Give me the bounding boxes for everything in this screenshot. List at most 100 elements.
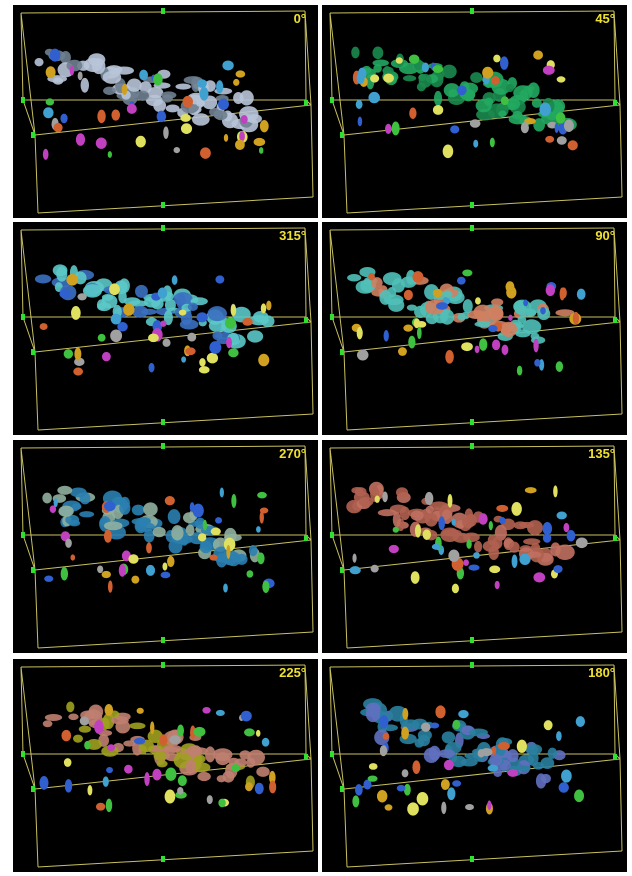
blob — [73, 368, 83, 376]
blob — [199, 358, 205, 367]
axis-marker — [304, 317, 308, 323]
blob — [352, 554, 356, 563]
blob — [505, 281, 514, 292]
blob — [104, 521, 122, 530]
axis-marker — [21, 314, 25, 320]
blob — [203, 520, 207, 531]
blob — [556, 112, 566, 123]
blob — [96, 137, 107, 148]
blob — [89, 704, 104, 719]
blob — [160, 321, 166, 327]
blob — [539, 102, 551, 116]
blob — [103, 776, 109, 787]
blob — [174, 147, 180, 153]
bounding-box — [330, 11, 622, 213]
blob — [372, 46, 383, 59]
blob — [77, 293, 86, 300]
blob — [257, 553, 264, 565]
blob — [148, 333, 159, 342]
angle-label: 45° — [595, 11, 615, 26]
blob — [106, 767, 113, 773]
blob — [491, 298, 503, 306]
blob — [111, 314, 122, 325]
blob — [442, 731, 455, 743]
blob — [417, 792, 429, 805]
blob — [435, 705, 445, 718]
blob — [519, 554, 530, 565]
blob — [137, 708, 144, 714]
blob — [352, 795, 359, 807]
blob — [425, 492, 434, 505]
blob — [377, 790, 387, 803]
blob — [102, 352, 111, 362]
bounding-box — [21, 228, 313, 430]
blob — [127, 104, 137, 114]
blob — [470, 119, 481, 128]
blob — [462, 269, 472, 276]
blob — [97, 110, 105, 124]
blob — [491, 746, 496, 755]
axis-marker — [161, 662, 165, 668]
blob — [457, 85, 467, 95]
blob — [53, 123, 62, 132]
blob — [527, 520, 543, 535]
blob — [256, 526, 261, 533]
blob — [244, 728, 255, 736]
blob — [498, 111, 506, 117]
blob — [475, 346, 480, 354]
blob — [463, 532, 480, 542]
blob — [139, 70, 148, 81]
blob — [79, 511, 94, 517]
blob — [469, 565, 480, 571]
blob — [496, 505, 508, 512]
blob — [546, 284, 555, 296]
bounding-box — [21, 446, 313, 648]
blob — [169, 539, 183, 554]
figure: 0°45°315°90°270°135°225°180° — [0, 0, 632, 876]
blob — [72, 503, 82, 509]
render — [322, 5, 627, 218]
blob — [132, 505, 145, 516]
blob — [397, 785, 406, 792]
blob — [45, 714, 62, 721]
blob — [415, 524, 421, 537]
blob — [351, 47, 359, 59]
blob — [553, 485, 558, 497]
blob — [58, 506, 73, 517]
blob — [448, 550, 459, 562]
blob — [103, 87, 116, 95]
blob — [556, 361, 563, 372]
axis-marker — [330, 97, 334, 103]
render-panel: 45° — [322, 5, 627, 218]
axis-marker — [31, 567, 35, 573]
blob — [96, 803, 105, 811]
blob — [463, 299, 473, 313]
axis-marker — [613, 535, 617, 541]
blob — [258, 354, 269, 367]
blob — [393, 527, 399, 533]
blob — [396, 57, 403, 63]
blob — [228, 348, 239, 357]
axis-marker — [21, 97, 25, 103]
axis-marker — [304, 754, 308, 760]
blob — [514, 521, 528, 529]
axis-marker — [613, 754, 617, 760]
blob — [157, 111, 167, 122]
blob — [473, 140, 478, 148]
blob — [574, 790, 584, 803]
blob — [543, 66, 555, 75]
blob — [223, 584, 228, 593]
blob — [199, 366, 210, 373]
blob — [127, 79, 142, 92]
blob — [489, 754, 502, 766]
blob — [521, 122, 529, 133]
blob — [518, 316, 527, 324]
blob — [408, 336, 415, 349]
blob — [481, 748, 493, 756]
blob — [368, 92, 379, 103]
blob — [65, 538, 72, 547]
blob — [132, 306, 148, 318]
blob — [61, 567, 68, 580]
blob — [555, 123, 559, 133]
blob — [500, 56, 509, 69]
